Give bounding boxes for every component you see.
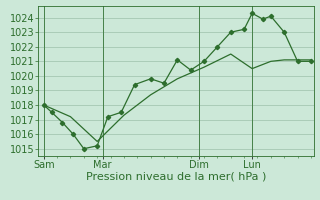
X-axis label: Pression niveau de la mer( hPa ): Pression niveau de la mer( hPa ): [86, 172, 266, 182]
